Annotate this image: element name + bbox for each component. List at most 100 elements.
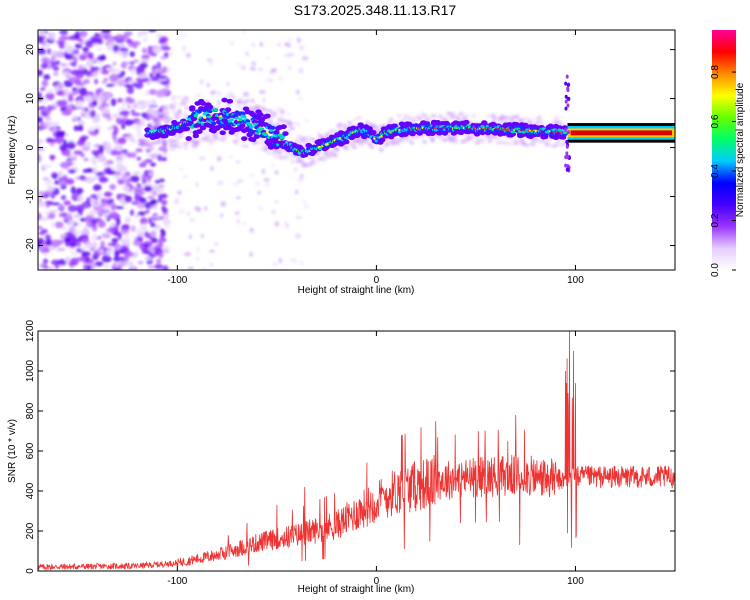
heatmap-cell (124, 119, 135, 126)
heatmap-cell (68, 154, 78, 159)
heatmap-cell (194, 205, 200, 212)
heatmap-cell (52, 72, 59, 76)
heatmap-cell (162, 133, 169, 139)
heatmap-cell (278, 155, 284, 160)
x-tick-label: -100 (167, 275, 187, 286)
heatmap-cell (83, 264, 88, 270)
heatmap-cell (242, 91, 250, 97)
heatmap-cell (243, 144, 249, 149)
heatmap-cell (237, 61, 241, 68)
heatmap-cell (123, 84, 133, 88)
heatmap-cell (61, 99, 67, 108)
heatmap-cell (156, 120, 162, 125)
heatmap-cell (288, 121, 294, 126)
heatmap-cell (407, 115, 413, 120)
heatmap-cell (124, 217, 131, 224)
heatmap-cell (287, 37, 293, 41)
heatmap-cell (566, 167, 570, 172)
heatmap-cell (562, 130, 568, 135)
heatmap-cell (59, 144, 68, 152)
y-tick-label: 600 (25, 442, 36, 459)
heatmap-cell (265, 56, 271, 60)
heatmap-cell (223, 135, 229, 140)
heatmap-cell (50, 154, 55, 161)
heatmap-cell (92, 203, 100, 208)
heatmap-cell (442, 138, 448, 143)
heatmap-cell (74, 31, 81, 39)
heatmap-cell (566, 130, 570, 135)
heatmap-cell (492, 116, 498, 121)
heatmap-cell (113, 126, 119, 135)
heatmap-cell (68, 226, 76, 234)
heatmap-cell (75, 72, 84, 79)
heatmap-cell (58, 203, 64, 210)
heatmap-cell (267, 118, 273, 123)
heatmap-cell (84, 94, 93, 103)
heatmap-cell (105, 83, 115, 87)
heatmap-cell (47, 185, 55, 192)
heatmap-cell (210, 90, 216, 95)
heatmap-cell (294, 139, 300, 144)
heatmap-cell (63, 236, 71, 243)
heatmap-cell (114, 250, 120, 258)
heatmap-cell (181, 113, 187, 118)
heatmap-cell (139, 62, 148, 69)
heatmap-cell (130, 138, 136, 143)
heatmap-cell (97, 47, 102, 52)
heatmap-cell (121, 185, 131, 192)
heatmap-cell (272, 261, 278, 267)
y-tick-label: 10 (25, 93, 36, 105)
heatmap-cell (60, 71, 71, 76)
heatmap-cell (59, 161, 70, 169)
heatmap-cell (247, 122, 252, 127)
heatmap-cell (195, 256, 201, 261)
heatmap-cell (246, 132, 253, 138)
heatmap-cell (101, 30, 111, 34)
heatmap-cell (117, 137, 127, 145)
heatmap-cell (211, 121, 217, 126)
heatmap-cell (66, 141, 76, 150)
heatmap-cell (185, 136, 192, 141)
heatmap-cell (76, 248, 82, 253)
heatmap-cell (245, 119, 251, 124)
heatmap-cell (170, 108, 176, 113)
heatmap-cell (188, 234, 192, 240)
heatmap-cell (536, 115, 542, 120)
heatmap-cell (38, 197, 42, 203)
heatmap-cell (120, 228, 129, 235)
heatmap-cell (234, 141, 240, 146)
heatmap-cell (183, 141, 189, 146)
heatmap-cell (213, 132, 219, 137)
colorbar: 0.0 0.2 0.4 0.6 0.8 Normalized spectral ampl… (710, 30, 746, 277)
heatmap-cell (54, 85, 60, 93)
heatmap-cell (152, 186, 160, 192)
heatmap-cell (130, 109, 136, 114)
heatmap-cell (78, 87, 88, 95)
heatmap-cell (88, 126, 96, 133)
heatmap-cell (67, 204, 77, 213)
heatmap-cell (206, 104, 214, 110)
heatmap-cell (131, 175, 140, 183)
heatmap-cell (230, 96, 236, 101)
heatmap-cell (258, 67, 264, 72)
heatmap-cell (238, 96, 244, 101)
heatmap-cell (509, 131, 517, 137)
heatmap-cell (251, 42, 256, 48)
heatmap-cell (175, 94, 183, 100)
heatmap-cell (422, 139, 428, 144)
heatmap-cell (302, 199, 306, 205)
heatmap-cell (136, 201, 146, 209)
heatmap-cell (136, 156, 141, 161)
heatmap-cell (91, 100, 98, 107)
heatmap-cell (38, 139, 43, 144)
heatmap-cell (277, 133, 283, 137)
heatmap-cell (235, 137, 241, 142)
heatmap-cell (481, 120, 488, 126)
heatmap-cell (82, 168, 89, 174)
heatmap-cell (199, 101, 207, 106)
heatmap-cell (239, 123, 246, 129)
heatmap-cell (119, 261, 127, 267)
heatmap-cell (379, 148, 385, 153)
heatmap-cell (263, 178, 270, 182)
heatmap-cell (221, 97, 228, 103)
